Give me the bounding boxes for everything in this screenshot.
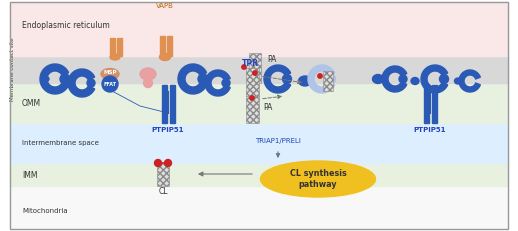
Circle shape: [326, 75, 336, 83]
Text: TPR: TPR: [241, 58, 258, 67]
Text: FFAT: FFAT: [104, 82, 117, 86]
Bar: [323, 71, 333, 91]
Text: Endoplasmic reticulum: Endoplasmic reticulum: [22, 21, 110, 30]
Bar: [166, 36, 171, 56]
Ellipse shape: [261, 161, 376, 197]
Ellipse shape: [101, 69, 119, 79]
Text: PTPIP51: PTPIP51: [414, 127, 446, 133]
Circle shape: [198, 74, 208, 84]
Circle shape: [222, 79, 230, 87]
Bar: [246, 96, 258, 123]
Wedge shape: [178, 64, 207, 94]
Circle shape: [439, 75, 449, 83]
Bar: [10, 83, 508, 123]
Bar: [431, 85, 437, 123]
Wedge shape: [205, 70, 230, 96]
Circle shape: [253, 71, 257, 75]
Ellipse shape: [372, 75, 383, 83]
Text: TRIAP1/PRELI: TRIAP1/PRELI: [255, 138, 301, 144]
Bar: [160, 36, 165, 56]
Wedge shape: [421, 65, 448, 93]
Text: PTPIP51: PTPIP51: [152, 127, 184, 133]
Wedge shape: [382, 66, 407, 92]
Circle shape: [165, 159, 171, 167]
Text: IMM: IMM: [22, 170, 37, 179]
Text: CL synthesis
pathway: CL synthesis pathway: [290, 169, 347, 189]
Wedge shape: [308, 65, 335, 93]
Circle shape: [87, 79, 95, 87]
Ellipse shape: [160, 54, 170, 61]
Ellipse shape: [41, 76, 49, 82]
Circle shape: [318, 74, 322, 78]
Bar: [10, 2, 508, 56]
Bar: [10, 123, 508, 163]
Text: CL: CL: [159, 186, 168, 195]
Text: Intermembrane space: Intermembrane space: [22, 140, 99, 146]
Circle shape: [242, 65, 246, 69]
Bar: [10, 186, 508, 229]
Wedge shape: [264, 65, 291, 93]
Ellipse shape: [140, 68, 156, 80]
Bar: [249, 53, 261, 83]
Circle shape: [250, 96, 254, 100]
Text: Membrane contact site: Membrane contact site: [10, 37, 16, 101]
Circle shape: [60, 74, 70, 84]
Bar: [157, 164, 169, 186]
Circle shape: [102, 76, 118, 92]
Wedge shape: [68, 69, 95, 97]
Circle shape: [282, 75, 292, 83]
Bar: [117, 38, 122, 56]
Ellipse shape: [143, 79, 152, 88]
Bar: [246, 68, 258, 96]
Text: PA: PA: [263, 103, 272, 112]
Bar: [10, 56, 508, 83]
Wedge shape: [40, 64, 68, 94]
Text: VAPB: VAPB: [156, 3, 174, 9]
Text: OMM: OMM: [22, 98, 41, 107]
Bar: [162, 85, 166, 123]
Ellipse shape: [298, 76, 311, 86]
Ellipse shape: [411, 77, 419, 85]
Circle shape: [154, 159, 162, 167]
Bar: [424, 85, 428, 123]
Text: Mitochondria: Mitochondria: [22, 208, 68, 214]
Bar: [169, 85, 175, 123]
Text: MSP: MSP: [103, 70, 117, 76]
Bar: [10, 163, 508, 186]
Text: PA: PA: [267, 55, 277, 64]
Ellipse shape: [110, 54, 120, 60]
Bar: [109, 38, 114, 56]
Circle shape: [399, 75, 407, 83]
Ellipse shape: [454, 78, 462, 84]
Wedge shape: [459, 70, 480, 92]
